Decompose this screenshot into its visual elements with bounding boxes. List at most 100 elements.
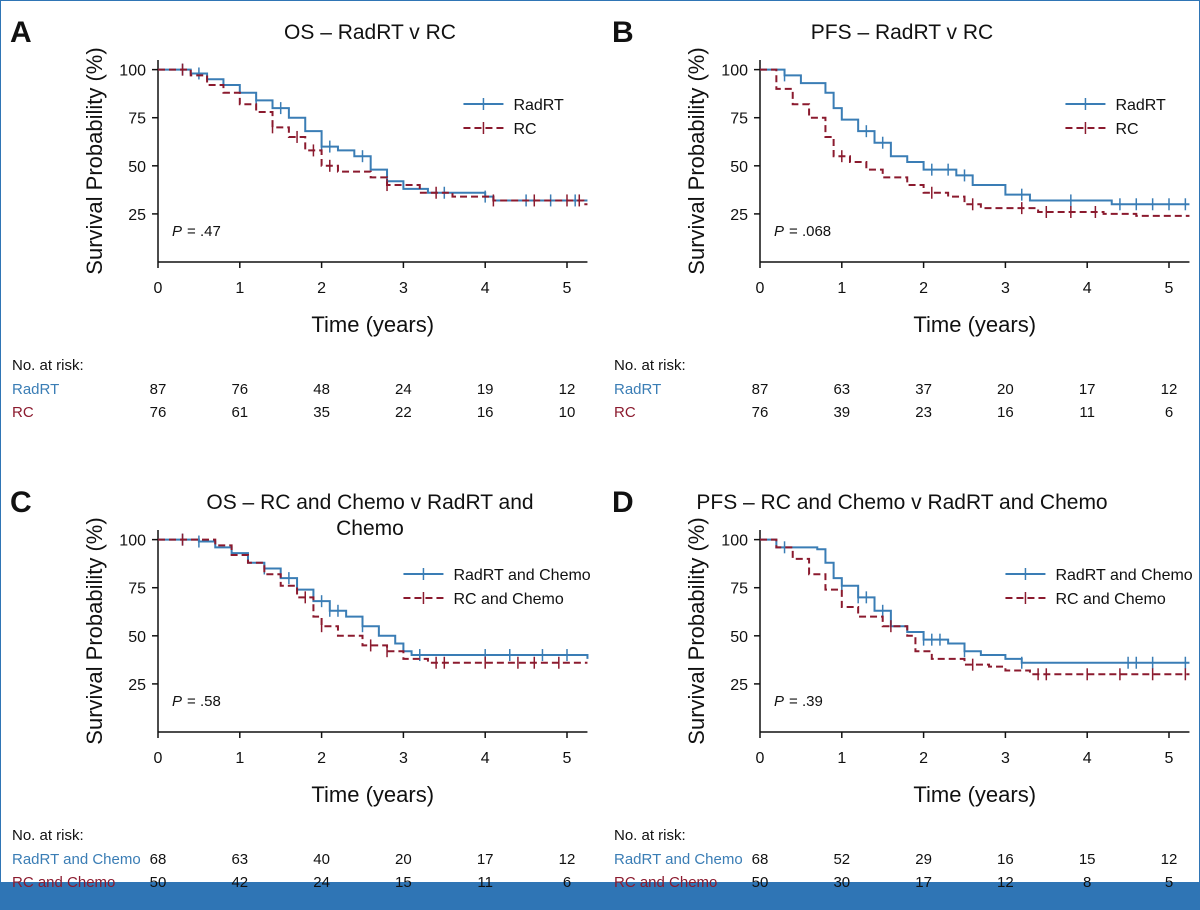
p-value: P = .58 xyxy=(172,693,221,710)
x-tick-label: 3 xyxy=(399,280,408,297)
risk-count: 16 xyxy=(997,851,1014,868)
p-value: P = .39 xyxy=(774,693,823,710)
risk-count: 63 xyxy=(231,851,248,868)
x-tick-label: 4 xyxy=(481,750,490,767)
risk-count: 37 xyxy=(915,381,932,398)
legend-label: RadRT and Chemo xyxy=(1055,567,1192,584)
risk-count: 6 xyxy=(563,874,571,891)
risk-count: 10 xyxy=(559,404,576,421)
risk-count: 50 xyxy=(752,874,769,891)
x-tick-label: 0 xyxy=(756,280,765,297)
risk-count: 6 xyxy=(1165,404,1173,421)
survival-curve xyxy=(158,538,588,664)
x-tick-label: 5 xyxy=(1165,280,1174,297)
risk-count: 17 xyxy=(1079,381,1096,398)
risk-count: 76 xyxy=(231,381,248,398)
y-axis-label: Survival Probability (%) xyxy=(82,517,107,744)
risk-count: 12 xyxy=(1161,851,1178,868)
risk-row-name: RadRT xyxy=(12,381,59,398)
x-tick-label: 2 xyxy=(317,750,326,767)
legend-label: RC and Chemo xyxy=(1055,591,1165,608)
p-label: P xyxy=(172,223,182,240)
p-label: P xyxy=(774,693,784,710)
risk-table-label: No. at risk: xyxy=(614,827,686,844)
risk-table-label: No. at risk: xyxy=(12,357,84,374)
risk-count: 20 xyxy=(395,851,412,868)
x-tick-label: 1 xyxy=(235,280,244,297)
x-tick-label: 3 xyxy=(1001,750,1010,767)
risk-count: 12 xyxy=(1161,381,1178,398)
chart-title: OS – RadRT v RC xyxy=(284,21,456,44)
y-tick-label: 75 xyxy=(730,111,748,128)
y-tick-label: 25 xyxy=(128,677,146,694)
risk-count: 16 xyxy=(997,404,1014,421)
risk-count: 24 xyxy=(395,381,412,398)
legend-label: RC xyxy=(1115,121,1138,138)
y-tick-label: 50 xyxy=(730,629,748,646)
risk-count: 52 xyxy=(833,851,850,868)
risk-count: 12 xyxy=(559,381,576,398)
risk-row-name: RC and Chemo xyxy=(12,874,115,891)
risk-count: 17 xyxy=(915,874,932,891)
y-tick-label: 75 xyxy=(128,111,146,128)
risk-row-name: RadRT and Chemo xyxy=(12,851,141,868)
x-tick-label: 1 xyxy=(837,750,846,767)
risk-count: 20 xyxy=(997,381,1014,398)
x-axis-label: Time (years) xyxy=(913,312,1036,337)
p-text: = .47 xyxy=(187,223,221,240)
risk-count: 40 xyxy=(313,851,330,868)
chart-title: PFS – RC and Chemo v RadRT and Chemo xyxy=(696,491,1108,514)
x-tick-label: 3 xyxy=(1001,280,1010,297)
x-tick-label: 0 xyxy=(756,750,765,767)
risk-count: 48 xyxy=(313,381,330,398)
panel-label: B xyxy=(612,16,634,49)
risk-count: 63 xyxy=(833,381,850,398)
y-axis-label: Survival Probability (%) xyxy=(684,517,709,744)
risk-count: 76 xyxy=(150,404,167,421)
risk-count: 17 xyxy=(477,851,494,868)
x-tick-label: 4 xyxy=(1083,280,1092,297)
risk-row-name: RC xyxy=(614,404,636,421)
risk-row-name: RadRT xyxy=(614,381,661,398)
risk-count: 68 xyxy=(150,851,167,868)
x-tick-label: 5 xyxy=(563,750,572,767)
x-tick-label: 5 xyxy=(1165,750,1174,767)
x-tick-label: 0 xyxy=(154,750,163,767)
risk-count: 68 xyxy=(752,851,769,868)
panel-label: C xyxy=(10,486,32,519)
p-text: = .068 xyxy=(789,223,831,240)
risk-count: 22 xyxy=(395,404,412,421)
y-tick-label: 25 xyxy=(730,207,748,224)
risk-count: 87 xyxy=(150,381,167,398)
panel-label: D xyxy=(612,486,634,519)
x-axis-label: Time (years) xyxy=(311,782,434,807)
y-tick-label: 50 xyxy=(128,629,146,646)
risk-row-name: RC and Chemo xyxy=(614,874,717,891)
risk-count: 76 xyxy=(752,404,769,421)
p-value: P = .47 xyxy=(172,223,221,240)
x-tick-label: 1 xyxy=(235,750,244,767)
risk-count: 50 xyxy=(150,874,167,891)
risk-count: 61 xyxy=(231,404,248,421)
risk-table-label: No. at risk: xyxy=(12,827,84,844)
risk-count: 15 xyxy=(395,874,412,891)
x-tick-label: 0 xyxy=(154,280,163,297)
survival-curve xyxy=(760,538,1190,676)
survival-curve xyxy=(760,68,1190,217)
p-value: P = .068 xyxy=(774,223,831,240)
y-tick-label: 25 xyxy=(730,677,748,694)
x-axis-label: Time (years) xyxy=(913,782,1036,807)
x-tick-label: 5 xyxy=(563,280,572,297)
legend-label: RC and Chemo xyxy=(453,591,563,608)
p-label: P xyxy=(172,693,182,710)
risk-count: 8 xyxy=(1083,874,1091,891)
legend-label: RadRT xyxy=(513,97,564,114)
x-tick-label: 4 xyxy=(481,280,490,297)
y-tick-label: 50 xyxy=(730,159,748,176)
risk-count: 35 xyxy=(313,404,330,421)
risk-count: 16 xyxy=(477,404,494,421)
risk-count: 24 xyxy=(313,874,330,891)
y-tick-label: 100 xyxy=(119,533,146,550)
